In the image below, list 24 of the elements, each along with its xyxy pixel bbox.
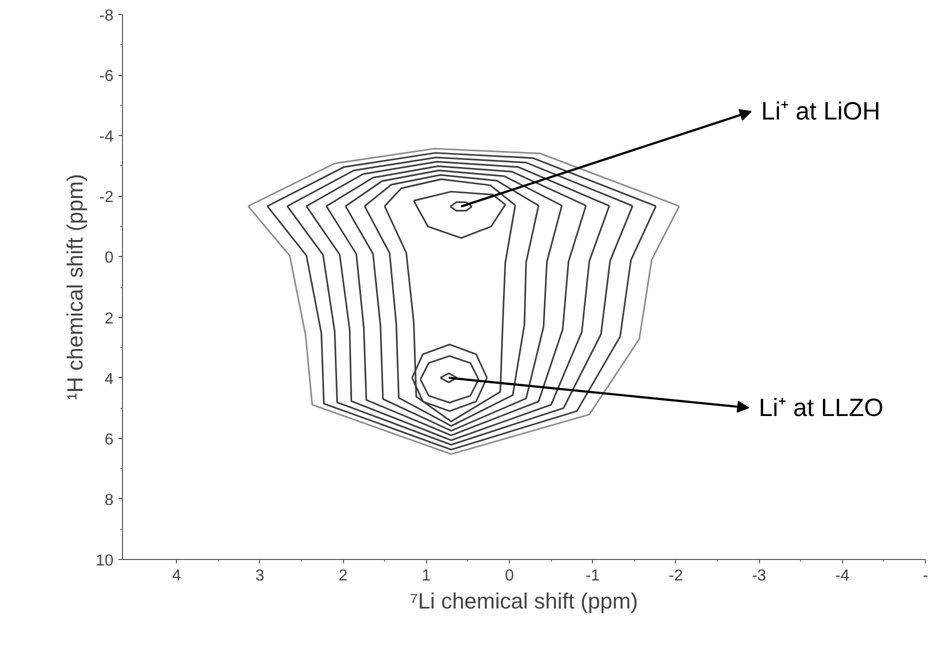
y-tick-label: 6 (104, 431, 114, 448)
x-tick-label: 1 (422, 568, 431, 584)
x-tick-label: -4 (835, 568, 850, 584)
x-tick-label: 3 (255, 568, 264, 584)
x-tick-label: 4 (172, 568, 182, 584)
x-axis-title: ⁷Li chemical shift (ppm) (410, 588, 638, 614)
annotation: Li⁺ at LiOH (761, 97, 880, 126)
x-tick-label: -3 (752, 568, 766, 584)
y-tick-label: -2 (99, 189, 114, 206)
x-tick-label: -1 (586, 568, 600, 584)
x-tick-label: 0 (504, 568, 514, 584)
y-tick-label: 10 (96, 552, 114, 570)
x-tick-label: 2 (338, 568, 348, 584)
x-tick-label: -2 (668, 568, 684, 584)
y-tick-label: -6 (99, 68, 114, 86)
y-tick-label: 8 (104, 492, 114, 509)
y-tick-label: -8 (99, 8, 114, 24)
annotation: Li⁺ at LLZO (758, 394, 884, 422)
y-tick-label: 0 (104, 250, 114, 267)
y-tick-label: -4 (99, 128, 114, 146)
y-axis-title: ¹H chemical shift (ppm) (62, 174, 88, 400)
y-tick-label: 4 (104, 370, 114, 388)
y-tick-label: 2 (104, 310, 114, 328)
x-tick-label: - (922, 568, 928, 584)
